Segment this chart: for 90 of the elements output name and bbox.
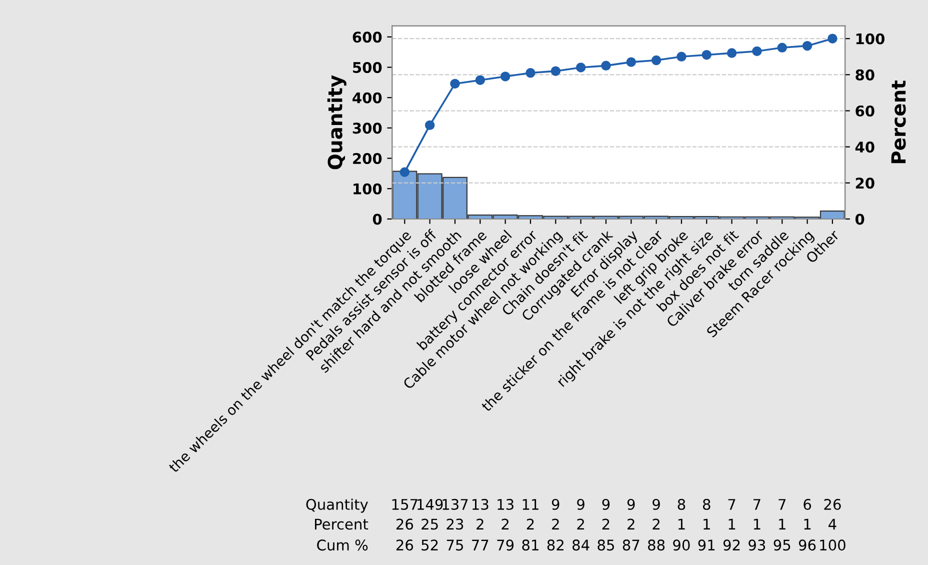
text: 1	[728, 518, 736, 530]
text: 23	[446, 518, 464, 530]
data-label: 9	[627, 498, 635, 510]
data-label: 79	[497, 540, 514, 551]
y-tick-label: 200	[353, 153, 382, 164]
data-label: 85	[598, 540, 614, 551]
data-label: 87	[622, 540, 640, 551]
data-label: 26	[824, 498, 841, 510]
data-label: 8	[702, 498, 710, 510]
y2-tick-label: 0	[855, 214, 864, 225]
data-label: 9	[652, 498, 660, 510]
y-tick-label: 500	[353, 62, 382, 74]
data-label: 88	[648, 540, 665, 551]
data-label: 26	[396, 540, 414, 551]
text: 2	[652, 518, 660, 530]
data-label: 84	[572, 540, 590, 551]
point	[550, 66, 561, 76]
data-label: 77	[472, 540, 488, 550]
data-label: 95	[774, 540, 790, 551]
data-label: 52	[422, 540, 438, 551]
data-label: 157	[392, 499, 418, 510]
text: 25	[422, 518, 438, 530]
point	[777, 42, 787, 52]
text: 2	[502, 518, 508, 530]
y2-tick-label: 60	[856, 105, 874, 117]
text: 1	[779, 518, 786, 530]
y-tick-label: 400	[352, 92, 382, 104]
data-label: 7	[754, 499, 760, 510]
point	[828, 34, 838, 44]
data-label: 137	[442, 498, 468, 510]
y-tick-label: 600	[352, 32, 382, 43]
text: 2	[552, 518, 559, 530]
text: 1	[678, 518, 685, 530]
point	[601, 60, 611, 71]
text: 26	[396, 518, 414, 530]
y-tick-label: 100	[354, 183, 382, 194]
point	[526, 68, 536, 78]
data-label: 91	[698, 540, 715, 551]
text: 2	[602, 518, 610, 530]
data-label: 8	[678, 498, 686, 510]
y2-axis-title: Percent	[891, 80, 906, 164]
point	[802, 40, 812, 51]
y-axis-title: Quantity	[327, 75, 346, 170]
data-label: 9	[552, 498, 560, 510]
text: 1	[804, 518, 811, 530]
data-label: 13	[472, 498, 488, 510]
text: 1	[754, 518, 760, 530]
text: 2	[577, 518, 584, 530]
data-label: 13	[498, 498, 514, 510]
data-label: 90	[673, 540, 690, 551]
y2-tick-label: 100	[856, 33, 885, 44]
y2-tick-label: 80	[856, 69, 874, 80]
point	[752, 46, 762, 56]
data-label: 100	[820, 540, 846, 551]
data-label: 9	[577, 498, 584, 510]
data-label: 11	[522, 499, 538, 510]
text: 1	[704, 518, 710, 530]
data-label: 7	[728, 499, 736, 510]
text: 2	[628, 518, 634, 530]
data-label: 75	[446, 540, 463, 551]
data-label: 92	[723, 540, 740, 551]
point	[424, 120, 435, 130]
text: 2	[526, 518, 534, 530]
point	[450, 78, 460, 89]
data-label: 7	[778, 499, 786, 510]
y-tick-label: 300	[352, 122, 382, 134]
point	[726, 48, 737, 58]
point	[475, 75, 486, 85]
point	[576, 62, 586, 72]
data-label: 6	[804, 498, 812, 510]
point	[400, 167, 410, 177]
data-label: 96	[798, 540, 816, 551]
text: Percent	[314, 518, 368, 530]
y2-tick-label: 20	[856, 178, 874, 189]
y-tick-label: 0	[372, 214, 382, 225]
text: Quantity	[306, 498, 368, 513]
data-label: 81	[522, 540, 538, 551]
point	[702, 50, 712, 60]
data-label: 82	[547, 540, 564, 551]
y2-tick-label: 40	[855, 142, 874, 153]
point	[651, 55, 662, 66]
data-label: 93	[748, 540, 766, 551]
data-label: 9	[602, 498, 610, 510]
text: 4	[828, 518, 836, 530]
point	[500, 72, 510, 82]
text: 2	[476, 518, 484, 530]
point	[626, 57, 636, 67]
text: Cum %	[317, 540, 368, 551]
point	[676, 52, 686, 62]
data-label: 149	[418, 498, 443, 510]
